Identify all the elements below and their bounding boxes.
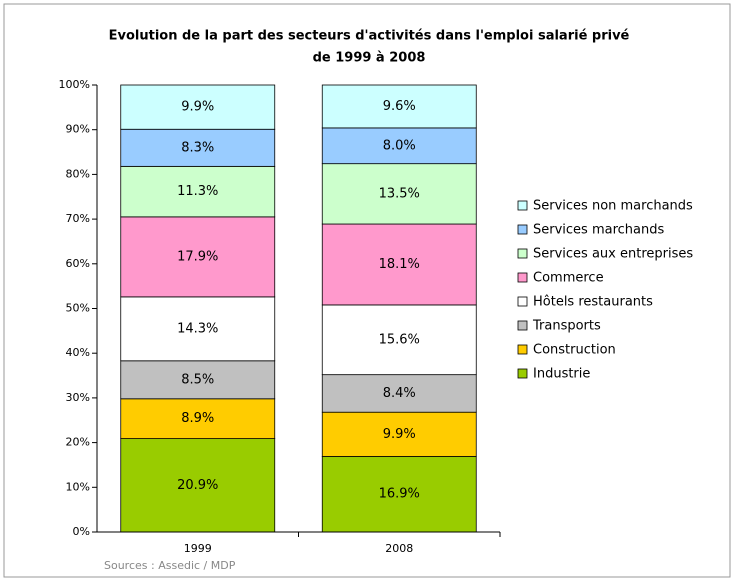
legend-label: Services marchands [533, 223, 664, 238]
data-label: 11.3% [177, 184, 218, 199]
bar-segment [321, 456, 477, 533]
legend-swatch [517, 368, 528, 379]
legend-label: Commerce [533, 271, 604, 286]
data-label: 9.9% [383, 427, 416, 442]
data-label: 8.3% [181, 140, 214, 155]
legend-label: Services non marchands [533, 199, 693, 214]
data-label: 8.4% [383, 386, 416, 401]
chart-title: de 1999 à 2008 [313, 51, 426, 66]
bar-segment [120, 296, 276, 362]
bar-segment [321, 163, 477, 225]
legend-swatch [517, 296, 528, 307]
data-label: 8.9% [181, 411, 214, 426]
y-tick-label: 60% [66, 257, 90, 270]
data-label: 8.5% [181, 372, 214, 387]
bar-segment [120, 438, 276, 533]
bar-segment [120, 84, 276, 130]
legend-swatch [517, 224, 528, 235]
bar-segment [321, 127, 477, 165]
bar-segment [120, 128, 276, 167]
legend-label: Industrie [533, 367, 590, 382]
data-label: 9.6% [383, 99, 416, 114]
data-label: 8.0% [383, 138, 416, 153]
data-label: 9.9% [181, 100, 214, 115]
legend-label: Hôtels restaurants [533, 295, 653, 310]
y-tick-label: 10% [66, 480, 90, 493]
source-note: Sources : Assedic / MDP [104, 559, 236, 572]
x-tick-label: 2008 [385, 542, 413, 555]
bar-segment [120, 398, 276, 439]
bar-segment [321, 374, 477, 413]
y-tick-label: 100% [59, 78, 90, 91]
data-label: 17.9% [177, 249, 218, 264]
bar-segment [120, 216, 276, 298]
legend-swatch [517, 344, 528, 355]
data-label: 15.6% [379, 332, 420, 347]
y-tick-label: 70% [66, 212, 90, 225]
legend-swatch [517, 200, 528, 211]
y-tick-label: 90% [66, 123, 90, 136]
bar-segment [120, 360, 276, 400]
bar-segment [321, 411, 477, 457]
data-label: 16.9% [379, 487, 420, 502]
legend-label: Services aux entreprises [533, 247, 693, 262]
bar-segment [321, 304, 477, 376]
bar-segment [120, 165, 276, 218]
data-label: 14.3% [177, 321, 218, 336]
legend-swatch [517, 272, 528, 283]
y-tick-label: 0% [73, 525, 90, 538]
data-label: 13.5% [379, 186, 420, 201]
y-tick-label: 30% [66, 391, 90, 404]
legend-swatch [517, 320, 528, 331]
y-tick-label: 40% [66, 346, 90, 359]
x-tick-label: 1999 [184, 542, 212, 555]
bar-segment [321, 223, 477, 306]
y-tick-label: 20% [66, 436, 90, 449]
legend-label: Transports [532, 319, 601, 334]
y-tick-label: 50% [66, 302, 90, 315]
legend-label: Construction [533, 343, 616, 358]
data-label: 18.1% [379, 257, 420, 272]
chart-title: Evolution de la part des secteurs d'acti… [109, 29, 630, 44]
bar-segment [321, 84, 477, 129]
legend-swatch [517, 248, 528, 259]
data-label: 20.9% [177, 478, 218, 493]
y-tick-label: 80% [66, 167, 90, 180]
